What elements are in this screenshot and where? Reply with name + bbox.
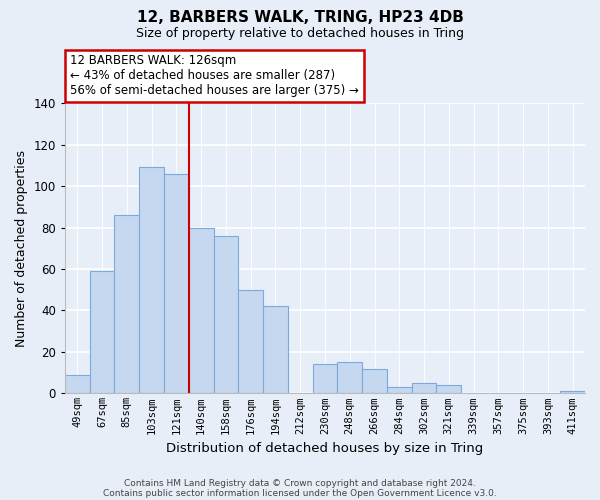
Text: Contains public sector information licensed under the Open Government Licence v3: Contains public sector information licen… (103, 488, 497, 498)
Bar (189, 228, 214, 394)
Bar (238, 290, 263, 394)
Bar (263, 306, 288, 394)
Text: 12, BARBERS WALK, TRING, HP23 4DB: 12, BARBERS WALK, TRING, HP23 4DB (137, 10, 463, 25)
Bar (337, 362, 362, 394)
Y-axis label: Number of detached properties: Number of detached properties (15, 150, 28, 347)
Bar (164, 174, 189, 394)
Bar (387, 387, 412, 394)
Bar (560, 392, 585, 394)
Bar (65, 374, 90, 394)
Bar (362, 368, 387, 394)
Bar (412, 383, 436, 394)
Text: 12 BARBERS WALK: 126sqm
← 43% of detached houses are smaller (287)
56% of semi-d: 12 BARBERS WALK: 126sqm ← 43% of detache… (70, 54, 359, 98)
Bar (436, 385, 461, 394)
Bar (313, 364, 337, 394)
Text: Size of property relative to detached houses in Tring: Size of property relative to detached ho… (136, 28, 464, 40)
Bar (139, 168, 164, 394)
Bar (90, 271, 115, 394)
Bar (115, 215, 139, 394)
Bar (214, 236, 238, 394)
Text: Contains HM Land Registry data © Crown copyright and database right 2024.: Contains HM Land Registry data © Crown c… (124, 478, 476, 488)
X-axis label: Distribution of detached houses by size in Tring: Distribution of detached houses by size … (166, 442, 484, 455)
